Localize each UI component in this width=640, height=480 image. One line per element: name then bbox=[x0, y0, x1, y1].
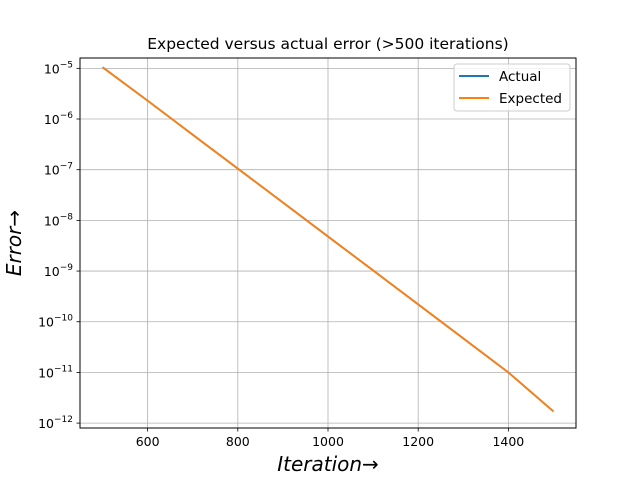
series-lines bbox=[102, 66, 555, 413]
y-axis-ticks: 10−5 10−6 10−7 10−8 10−9 10−10 10−11 10−12 bbox=[38, 60, 80, 431]
y-tick-label: 10−12 bbox=[38, 415, 73, 431]
series-line-expected bbox=[102, 66, 555, 413]
grid-lines bbox=[80, 58, 576, 428]
x-axis-ticks: 600 800 1000 1200 1400 bbox=[136, 428, 524, 449]
y-tick-label: 10−6 bbox=[44, 111, 73, 127]
x-tick-label: 1200 bbox=[402, 434, 434, 449]
x-tick-label: 600 bbox=[136, 434, 160, 449]
y-tick-label: 10−11 bbox=[38, 364, 73, 380]
y-axis-label: Error→ bbox=[2, 210, 26, 276]
y-tick-label: 10−5 bbox=[44, 60, 73, 76]
legend-label-actual: Actual bbox=[499, 69, 541, 85]
legend-label-expected: Expected bbox=[499, 91, 562, 107]
x-tick-label: 1400 bbox=[492, 434, 524, 449]
legend: Actual Expected bbox=[453, 63, 571, 112]
y-tick-label: 10−9 bbox=[44, 263, 73, 279]
chart-title: Expected versus actual error (>500 itera… bbox=[147, 35, 508, 53]
y-tick-label: 10−8 bbox=[44, 212, 73, 228]
y-tick-label: 10−10 bbox=[38, 314, 73, 330]
x-tick-label: 800 bbox=[226, 434, 250, 449]
y-tick-label: 10−7 bbox=[44, 162, 73, 178]
x-axis-label: Iteration→ bbox=[277, 452, 379, 476]
x-tick-label: 1000 bbox=[312, 434, 344, 449]
